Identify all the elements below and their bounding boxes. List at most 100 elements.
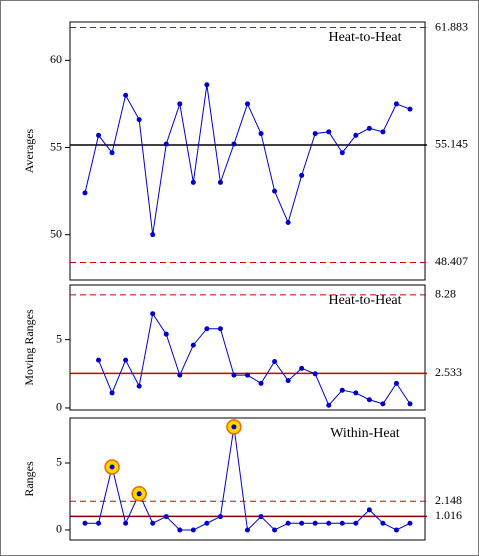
point: [163, 141, 169, 147]
point: [231, 424, 237, 430]
point: [190, 342, 196, 348]
point: [339, 520, 345, 526]
point: [353, 132, 359, 138]
point: [272, 188, 278, 194]
plot-area: [69, 21, 426, 281]
point: [258, 514, 264, 520]
point: [366, 125, 372, 131]
point: [177, 101, 183, 107]
point: [96, 357, 102, 363]
point: [366, 397, 372, 403]
point: [123, 520, 129, 526]
point: [285, 219, 291, 225]
panel-title: Heat-to-Heat: [328, 293, 401, 308]
y-axis-label: Moving Ranges: [22, 309, 36, 386]
point: [136, 491, 142, 497]
point: [258, 380, 264, 386]
point: [123, 357, 129, 363]
point: [393, 380, 399, 386]
point: [245, 527, 250, 533]
point: [190, 179, 196, 185]
point: [285, 520, 291, 526]
point: [407, 106, 413, 112]
point: [380, 129, 386, 135]
point: [393, 101, 399, 107]
point: [96, 132, 102, 138]
point: [217, 179, 223, 185]
control-limit-label: 2.533: [435, 365, 462, 379]
point: [177, 527, 183, 533]
y-tick-label: 5: [56, 331, 62, 345]
point: [204, 520, 210, 526]
point: [96, 520, 102, 526]
point: [109, 390, 115, 396]
point: [177, 372, 183, 378]
point: [380, 401, 386, 407]
y-tick-label: 5: [56, 455, 62, 469]
point: [339, 150, 345, 156]
plot-area: [69, 284, 426, 411]
point: [339, 387, 345, 393]
control-limit-label: 2.148: [435, 493, 462, 507]
point: [109, 150, 115, 156]
point: [150, 311, 156, 317]
point: [299, 365, 305, 371]
point: [245, 372, 250, 378]
point: [326, 520, 332, 526]
point: [366, 507, 372, 513]
point: [204, 82, 210, 88]
point: [353, 520, 359, 526]
y-tick-label: 55: [50, 139, 62, 153]
y-tick-label: 0: [56, 400, 62, 414]
control-limit-label: 1.016: [435, 508, 462, 522]
point: [353, 390, 359, 396]
point: [245, 101, 250, 107]
control-limit-label: 55.145: [435, 137, 468, 151]
y-axis-label: Averages: [22, 128, 36, 173]
point: [407, 401, 413, 407]
point: [326, 402, 332, 408]
control-limit-label: 48.407: [435, 254, 468, 268]
series-line: [98, 312, 411, 407]
point: [217, 514, 223, 520]
point: [136, 117, 142, 123]
point: [82, 520, 88, 526]
y-tick-label: 0: [56, 522, 62, 536]
plot-area: [69, 417, 426, 541]
point: [204, 326, 210, 332]
point: [312, 131, 318, 137]
y-axis-label: Ranges: [22, 461, 36, 497]
point: [136, 383, 142, 389]
point: [190, 527, 196, 533]
point: [150, 232, 156, 238]
point: [82, 190, 88, 196]
point: [231, 372, 237, 378]
control-limit-label: 8.28: [435, 287, 456, 301]
point: [109, 464, 115, 470]
point: [163, 514, 169, 520]
point: [163, 331, 169, 337]
point: [258, 131, 264, 137]
point: [299, 172, 305, 178]
y-tick-label: 50: [50, 226, 62, 240]
point: [380, 520, 386, 526]
point: [150, 520, 156, 526]
point: [326, 129, 332, 135]
point: [272, 359, 278, 365]
point: [272, 527, 278, 533]
point: [299, 520, 305, 526]
point: [285, 378, 291, 384]
point: [393, 527, 399, 533]
point: [312, 371, 318, 377]
point: [407, 520, 413, 526]
control-limit-label: 61.883: [435, 19, 468, 33]
point: [231, 141, 237, 147]
panel-title: Within-Heat: [330, 426, 400, 441]
point: [217, 326, 223, 332]
point: [123, 92, 129, 98]
point: [312, 520, 318, 526]
y-tick-label: 60: [50, 52, 62, 66]
panel-title: Heat-to-Heat: [328, 30, 401, 45]
